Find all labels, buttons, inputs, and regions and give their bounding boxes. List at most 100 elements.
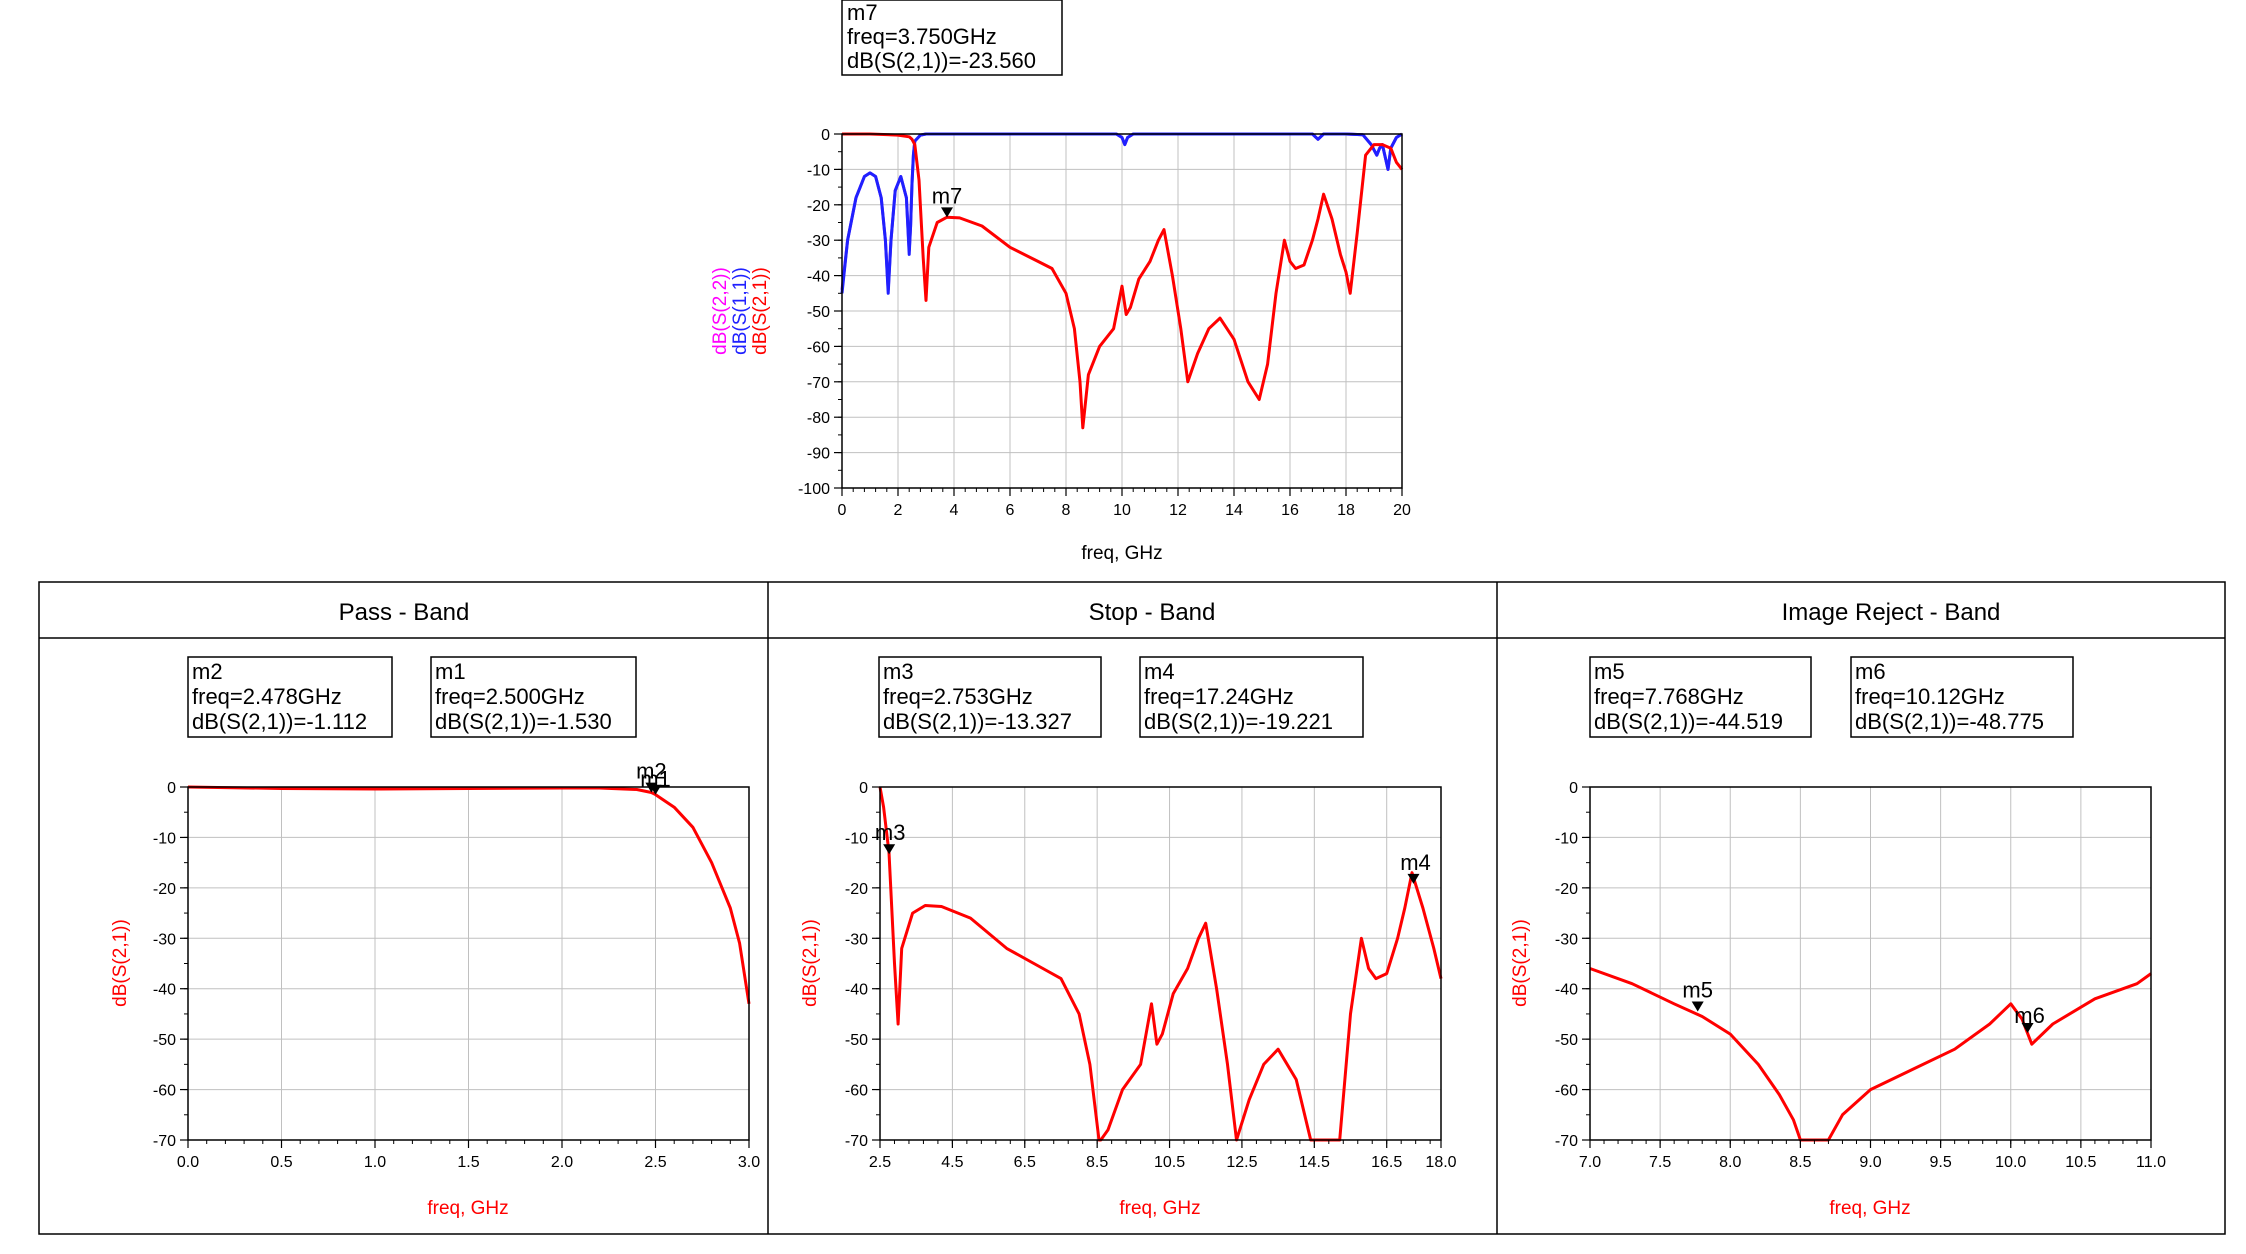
x-tick-label: 11.0 [2136,1154,2166,1171]
marker-readout-value: dB(S(2,1))=-1.530 [435,709,612,734]
stop-band-series [878,786,1443,1142]
marker-label-m5: m5 [1682,978,1713,1003]
x-tick-label: 10.5 [1154,1154,1185,1171]
x-tick-label: 6.5 [1014,1154,1036,1171]
marker-readout-m1: m1 freq=2.500GHz dB(S(2,1))=-1.530 [430,656,637,738]
y-tick-label: -90 [807,446,830,463]
y-tick-label: -40 [807,269,830,286]
y-tick-label: -10 [153,830,176,847]
stop-band-ylabel: dB(S(2,1)) [800,919,821,1007]
y-tick-label: -40 [1555,982,1578,999]
overview-plot-frame [841,133,1403,489]
x-tick-label: 2.0 [551,1154,573,1171]
x-tick-label: 18.0 [1425,1154,1456,1171]
x-tick-label: 10 [1113,502,1131,519]
marker-label-m6: m6 [2014,1003,2045,1028]
x-tick-label: 20 [1393,502,1411,519]
panel-title-image-reject-band: Image Reject - Band [1782,599,2001,626]
y-tick-label: -20 [1555,881,1578,898]
x-tick-label: 1.5 [457,1154,479,1171]
overview-ticks: 0 2 4 6 8 10 12 14 16 18 20 0 -10 -20 -30 -40 -50 -60 -70 -… [798,127,1411,519]
x-tick-label: 8 [1062,502,1071,519]
x-tick-label: 0 [838,502,847,519]
marker-readout-m2: m2 freq=2.478GHz dB(S(2,1))=-1.112 [187,656,393,738]
y-tick-label: -40 [845,982,868,999]
marker-readout-name: m5 [1594,659,1625,684]
pass-band-grid [188,787,749,1140]
y-tick-label: -70 [807,375,830,392]
x-tick-label: 10.0 [1995,1154,2026,1171]
overview-xlabel: freq, GHz [1081,543,1162,564]
marker-readout-m5: m5 freq=7.768GHz dB(S(2,1))=-44.519 [1589,656,1812,738]
y-tick-label: -60 [845,1083,868,1100]
x-tick-label: 8.5 [1789,1154,1811,1171]
marker-readout-freq: freq=10.12GHz [1855,684,2005,709]
y-tick-label: 0 [167,780,176,797]
x-tick-label: 2 [894,502,903,519]
pass-band-xlabel: freq, GHz [427,1198,508,1219]
marker-label-m4: m4 [1400,850,1431,875]
x-tick-label: 4 [950,502,959,519]
x-tick-label: 0.5 [270,1154,292,1171]
x-tick-label: 16 [1281,502,1299,519]
y-tick-label: -30 [153,931,176,948]
marker-readout-value: dB(S(2,1))=-13.327 [883,709,1072,734]
overview-grid [842,134,1402,488]
marker-readout-value: dB(S(2,1))=-19.221 [1144,709,1333,734]
marker-readout-name: m1 [435,659,466,684]
y-tick-label: -80 [807,410,830,427]
x-tick-label: 6 [1006,502,1015,519]
marker-readout-m3: m3 freq=2.753GHz dB(S(2,1))=-13.327 [878,656,1102,738]
image-reject-markers: m5 m6 [1682,978,2045,1033]
x-tick-label: 2.5 [869,1154,891,1171]
pass-band-plot-frame [187,786,750,1141]
x-tick-label: 7.0 [1579,1154,1601,1171]
marker-triangle-m3 [883,844,896,855]
overview-markers: m7 [932,183,963,218]
y-tick-label: -10 [845,830,868,847]
marker-label-m2: m2 [636,759,667,784]
panel-table: Pass - Band Stop - Band Image Reject - B… [38,581,2226,1235]
y-tick-label: -50 [1555,1032,1578,1049]
marker-readout-name: m6 [1855,659,1886,684]
series-db-s-2-1 [878,786,1443,1142]
marker-label-m1: m1 [640,767,671,792]
stop-band-xlabel: freq, GHz [1119,1198,1200,1219]
x-tick-label: 16.5 [1371,1154,1402,1171]
image-reject-series [1589,967,2152,1142]
y-tick-label: -70 [1555,1133,1578,1150]
pass-band-ylabel: dB(S(2,1)) [110,919,131,1007]
y-tick-label: -10 [807,162,830,179]
y-tick-label: -100 [798,481,830,498]
stop-band-plot-frame [879,786,1442,1141]
y-tick-label: -50 [153,1032,176,1049]
marker-readout-freq: freq=2.753GHz [883,684,1033,709]
marker-readout-value: dB(S(2,1))=-48.775 [1855,709,2044,734]
marker-readout-value: dB(S(2,1))=-1.112 [192,709,367,734]
image-reject-xlabel: freq, GHz [1829,1198,1910,1219]
x-tick-label: 1.0 [364,1154,386,1171]
y-tick-label: -70 [153,1133,176,1150]
marker-triangle-m4 [1407,873,1420,884]
series-db-s-2-1 [1589,967,2152,1142]
y-tick-label: -20 [845,881,868,898]
marker-label-m7: m7 [932,183,963,208]
y-tick-label: 0 [821,127,830,144]
stop-band-ticks: 2.5 4.5 6.5 8.5 10.5 12.5 14.5 16.5 18.0 0 -10 -20 -… [845,780,1457,1171]
marker-readout-name: m7 [847,0,878,25]
overview-ylabel-s21: dB(S(2,1)) [750,267,771,355]
image-reject-grid [1590,787,2151,1140]
x-tick-label: 4.5 [941,1154,963,1171]
pass-band-ticks: 0.0 0.5 1.0 1.5 2.0 2.5 3.0 0 -10 -20 -30 -40 -50 -60… [153,780,760,1171]
y-tick-label: -30 [845,931,868,948]
y-tick-label: -30 [1555,931,1578,948]
y-tick-label: -20 [153,881,176,898]
marker-readout-freq: freq=2.500GHz [435,684,585,709]
x-tick-label: 7.5 [1649,1154,1671,1171]
x-tick-label: 18 [1337,502,1355,519]
y-tick-label: 0 [1569,780,1578,797]
x-tick-label: 9.0 [1859,1154,1881,1171]
